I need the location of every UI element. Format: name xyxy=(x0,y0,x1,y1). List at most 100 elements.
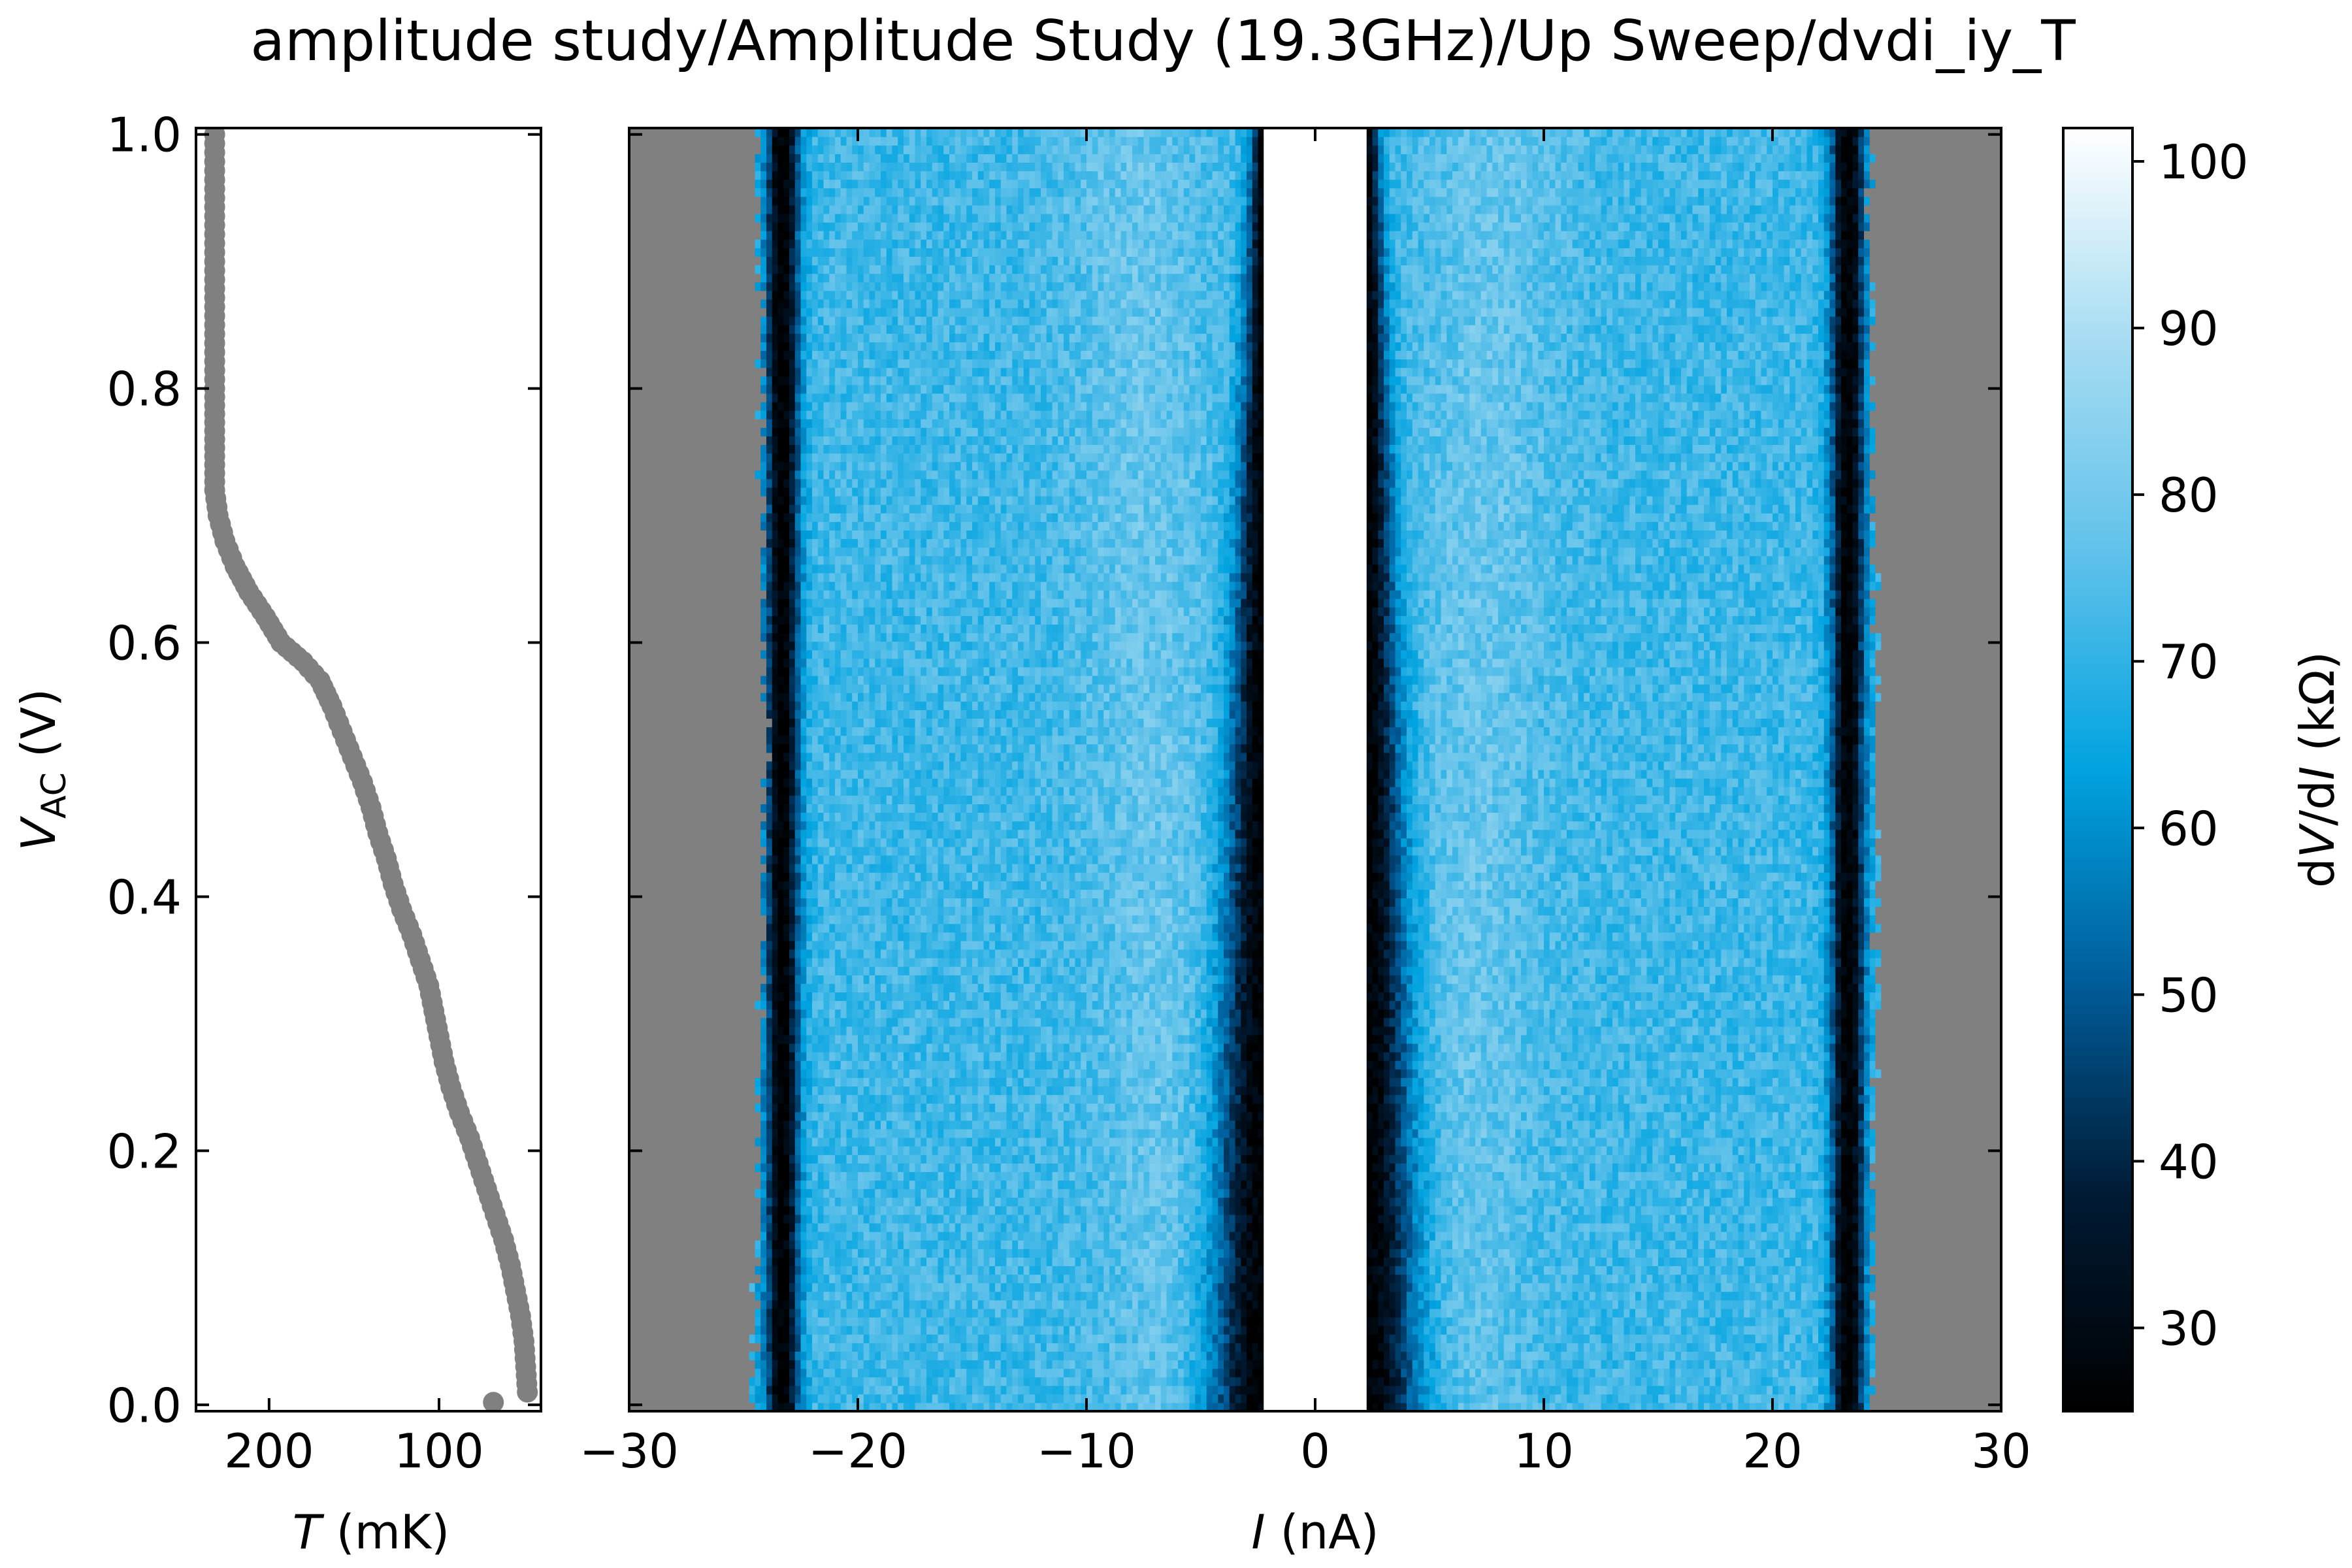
heatmap-cell xyxy=(1876,1394,1882,1403)
heatmap-cell xyxy=(1904,1369,1910,1378)
heatmap-cell xyxy=(1984,1326,1990,1335)
heatmap-cell xyxy=(972,1326,978,1335)
heatmap-cell xyxy=(1739,1343,1744,1352)
heatmap-cell xyxy=(1847,1300,1853,1309)
heatmap-cell xyxy=(1030,1394,1036,1403)
heatmap-cell xyxy=(669,1394,675,1403)
heatmap-cell xyxy=(955,1283,961,1292)
heatmap-cell xyxy=(898,1309,904,1318)
heatmap-cell xyxy=(1618,1283,1624,1292)
heatmap-cell xyxy=(1801,1283,1807,1292)
heatmap-cell xyxy=(852,1334,858,1343)
heatmap-cell xyxy=(1035,1334,1041,1343)
heatmap-cell xyxy=(966,1351,972,1360)
heatmap-cell xyxy=(1870,1377,1876,1386)
heatmap-cell xyxy=(1876,1300,1882,1309)
heatmap-cell xyxy=(909,1292,915,1301)
heatmap-cell xyxy=(1635,1377,1641,1386)
heatmap-cell xyxy=(1515,1394,1521,1403)
heatmap-cell xyxy=(1876,1292,1882,1301)
heatmap-cell xyxy=(1230,1343,1235,1352)
heatmap-cell xyxy=(1607,1360,1612,1369)
heatmap-cell xyxy=(1281,1317,1287,1326)
heatmap-cell xyxy=(1487,1309,1493,1318)
heatmap-cell xyxy=(1629,1326,1635,1335)
heatmap-cell xyxy=(1664,1309,1670,1318)
heatmap-cell xyxy=(1899,1283,1904,1292)
heatmap-cell xyxy=(1978,1343,1984,1352)
heatmap-cell xyxy=(1864,1351,1870,1360)
heatmap-cell xyxy=(727,1351,732,1360)
heatmap-cell xyxy=(972,1394,978,1403)
heatmap-cell xyxy=(1716,1317,1722,1326)
heatmap-cell xyxy=(1172,1326,1178,1335)
heatmap-cell xyxy=(1515,1369,1521,1378)
heatmap-cell xyxy=(1647,1360,1653,1369)
heatmap-cell xyxy=(1578,1377,1584,1386)
heatmap-cell xyxy=(1830,1360,1836,1369)
heatmap-cell xyxy=(835,1326,841,1335)
heatmap-cell xyxy=(732,1283,738,1292)
heatmap-cell xyxy=(698,1343,704,1352)
heatmap-cell xyxy=(710,1351,715,1360)
heatmap-cell xyxy=(635,1300,641,1309)
heatmap-cell xyxy=(1218,1326,1224,1335)
heatmap-cell xyxy=(778,1300,784,1309)
heatmap-cell xyxy=(1824,1283,1830,1292)
heatmap-cell xyxy=(1367,1394,1373,1403)
heatmap-cell xyxy=(1795,1334,1801,1343)
heatmap-cell xyxy=(904,1386,909,1395)
heatmap-cell xyxy=(972,1386,978,1395)
heatmap-cell xyxy=(1373,1326,1379,1335)
heatmap-cell xyxy=(875,1360,881,1369)
heatmap-cell xyxy=(635,1334,641,1343)
heatmap-cell xyxy=(1224,1309,1230,1318)
heatmap-cell xyxy=(1338,1377,1344,1386)
heatmap-cell xyxy=(1041,1377,1047,1386)
heatmap-cell xyxy=(1904,1334,1910,1343)
heatmap-cell xyxy=(1047,1283,1053,1292)
heatmap-cell xyxy=(1812,1360,1818,1369)
heatmap-cell xyxy=(835,1309,841,1318)
heatmap-cell xyxy=(1744,1292,1750,1301)
heatmap-cell xyxy=(1515,1292,1521,1301)
heatmap-cell xyxy=(1635,1343,1641,1352)
heatmap-cell xyxy=(1624,1309,1630,1318)
heatmap-cell xyxy=(1018,1292,1024,1301)
heatmap-cell xyxy=(1292,1309,1298,1318)
heatmap-cell xyxy=(1967,1369,1973,1378)
heatmap-cell xyxy=(1064,1309,1070,1318)
heatmap-cell xyxy=(1298,1394,1304,1403)
heatmap-cell xyxy=(1424,1343,1429,1352)
heatmap-cell xyxy=(1590,1292,1595,1301)
heatmap-cell xyxy=(1121,1292,1127,1301)
heatmap-cell xyxy=(1138,1386,1144,1395)
heatmap-cell xyxy=(1441,1292,1447,1301)
heatmap-cell xyxy=(1304,1351,1310,1360)
heatmap-cell xyxy=(1190,1326,1196,1335)
heatmap-cell xyxy=(1167,1292,1173,1301)
heatmap-cell xyxy=(1789,1343,1795,1352)
heatmap-cell xyxy=(1641,1369,1647,1378)
heatmap-cell xyxy=(1126,1334,1132,1343)
heatmap-cell xyxy=(995,1377,1001,1386)
heatmap-cell xyxy=(1772,1326,1778,1335)
heatmap-cell xyxy=(1275,1300,1281,1309)
heatmap-cell xyxy=(1955,1326,1961,1335)
heatmap-cell xyxy=(1727,1369,1733,1378)
heatmap-cell xyxy=(1230,1300,1235,1309)
heatmap-cell xyxy=(1772,1292,1778,1301)
heatmap-cell xyxy=(1121,1386,1127,1395)
heatmap-cell xyxy=(646,1369,652,1378)
heatmap-cell xyxy=(1590,1394,1595,1403)
heatmap-cell xyxy=(1475,1351,1481,1360)
heatmap-cell xyxy=(1007,1360,1013,1369)
heatmap-cell xyxy=(715,1351,721,1360)
heatmap-cell xyxy=(1218,1300,1224,1309)
heatmap-cell xyxy=(1624,1343,1630,1352)
heatmap-cell xyxy=(1944,1326,1950,1335)
heatmap-cell xyxy=(1801,1343,1807,1352)
heatmap-cell xyxy=(1001,1292,1007,1301)
heatmap-cell xyxy=(938,1300,944,1309)
heatmap-cell xyxy=(658,1343,664,1352)
